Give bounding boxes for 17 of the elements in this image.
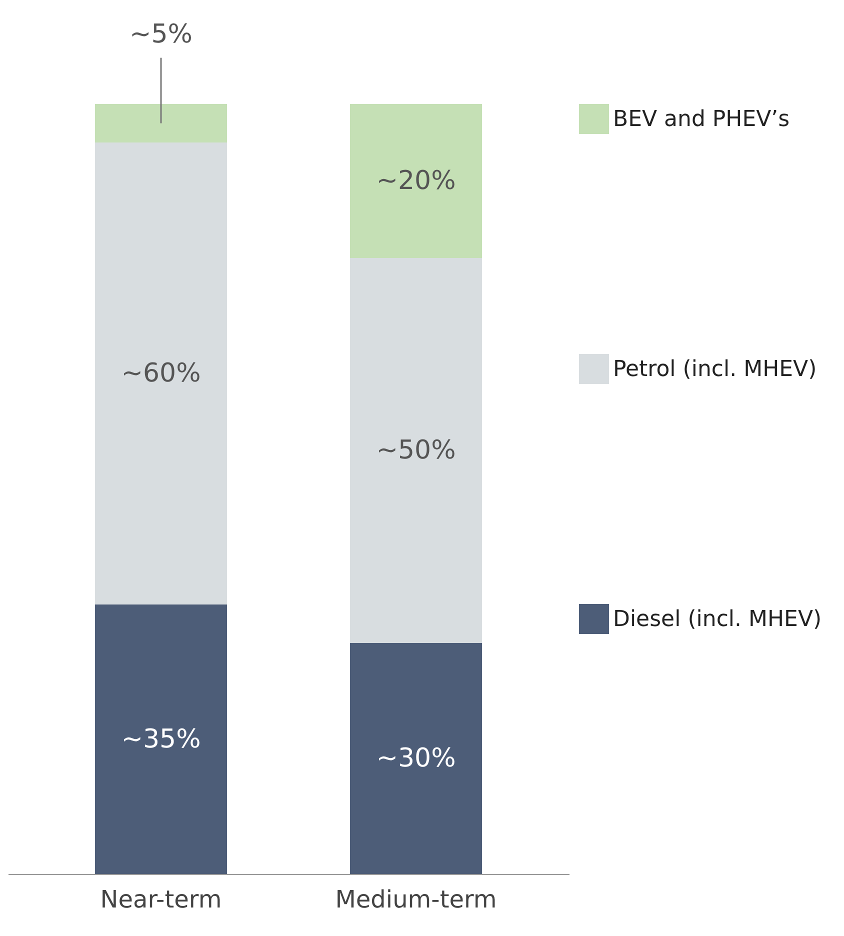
legend-label: Diesel (incl. MHEV): [613, 607, 822, 632]
data-label: ~5%: [129, 20, 193, 50]
bar: [350, 104, 482, 258]
bar: [95, 604, 227, 874]
legend-label: BEV and PHEV’s: [613, 107, 790, 132]
bar: [95, 142, 227, 604]
x-tick-label: Medium-term: [335, 886, 497, 914]
data-label: ~20%: [376, 166, 456, 196]
x-tick-label: Near-term: [100, 886, 222, 914]
legend-label: Petrol (incl. MHEV): [613, 357, 817, 382]
data-label: ~50%: [376, 436, 456, 466]
bar: [95, 104, 227, 142]
bar: [350, 643, 482, 874]
data-label: ~35%: [121, 724, 201, 754]
bar: [350, 258, 482, 643]
data-label: ~60%: [121, 358, 201, 388]
data-label: ~30%: [376, 744, 456, 774]
